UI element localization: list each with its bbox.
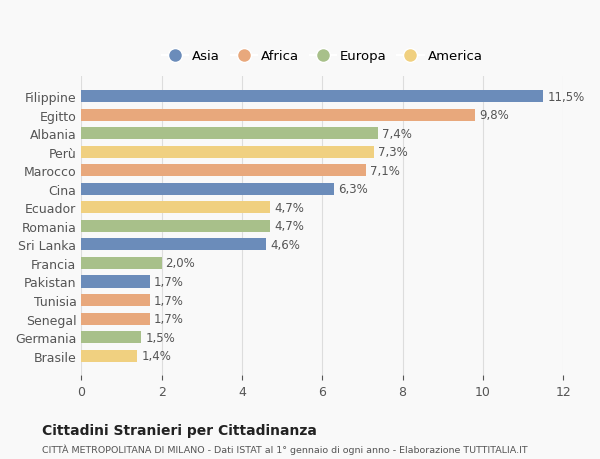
- Bar: [81, 257, 161, 269]
- Text: 4,6%: 4,6%: [270, 238, 300, 252]
- Bar: [81, 146, 374, 158]
- Bar: [81, 239, 266, 251]
- Bar: [81, 294, 149, 307]
- Text: 1,7%: 1,7%: [154, 275, 184, 288]
- Text: 1,4%: 1,4%: [142, 349, 172, 362]
- Bar: [81, 350, 137, 362]
- Text: 2,0%: 2,0%: [166, 257, 196, 270]
- Text: 4,7%: 4,7%: [274, 202, 304, 214]
- Text: 9,8%: 9,8%: [479, 109, 509, 122]
- Bar: [81, 183, 334, 196]
- Bar: [81, 331, 142, 343]
- Legend: Asia, Africa, Europa, America: Asia, Africa, Europa, America: [157, 45, 488, 68]
- Text: 6,3%: 6,3%: [338, 183, 368, 196]
- Text: 1,7%: 1,7%: [154, 313, 184, 325]
- Bar: [81, 313, 149, 325]
- Bar: [81, 220, 270, 232]
- Text: 1,5%: 1,5%: [146, 331, 175, 344]
- Text: 7,4%: 7,4%: [382, 127, 412, 140]
- Bar: [81, 202, 270, 214]
- Text: 7,3%: 7,3%: [379, 146, 408, 159]
- Text: Cittadini Stranieri per Cittadinanza: Cittadini Stranieri per Cittadinanza: [42, 423, 317, 437]
- Text: 7,1%: 7,1%: [370, 164, 400, 177]
- Text: CITTÀ METROPOLITANA DI MILANO - Dati ISTAT al 1° gennaio di ogni anno - Elaboraz: CITTÀ METROPOLITANA DI MILANO - Dati IST…: [42, 444, 527, 454]
- Text: 11,5%: 11,5%: [547, 90, 584, 103]
- Text: 1,7%: 1,7%: [154, 294, 184, 307]
- Text: 4,7%: 4,7%: [274, 220, 304, 233]
- Bar: [81, 276, 149, 288]
- Bar: [81, 165, 367, 177]
- Bar: [81, 91, 543, 103]
- Bar: [81, 128, 379, 140]
- Bar: [81, 109, 475, 121]
